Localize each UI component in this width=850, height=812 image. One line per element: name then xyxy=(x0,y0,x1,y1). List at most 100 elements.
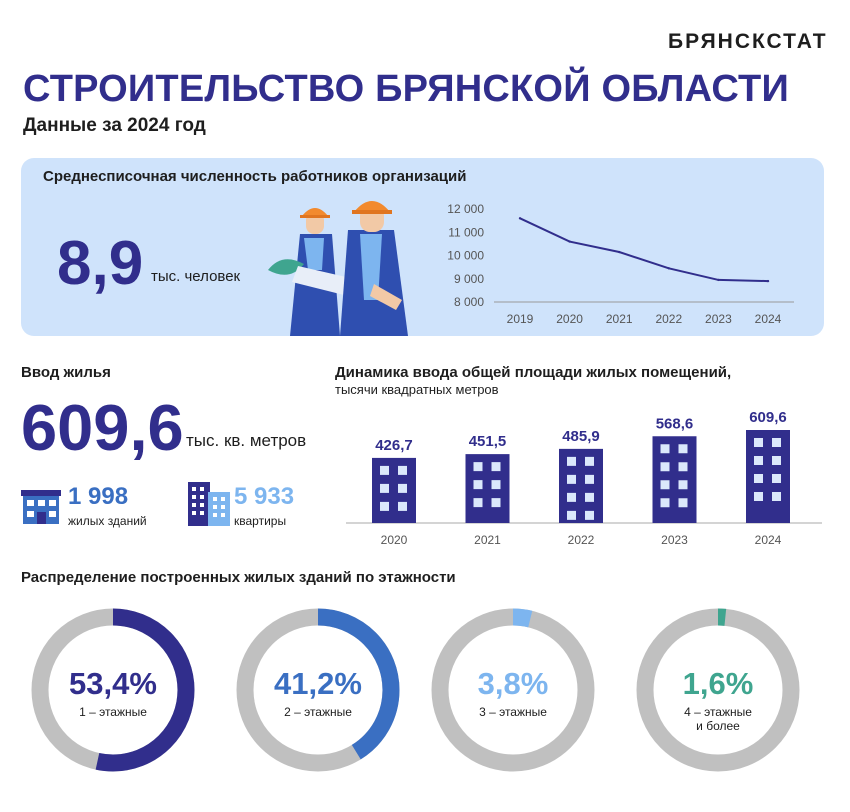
bar-window xyxy=(380,465,389,475)
bar-2024 xyxy=(746,430,790,523)
workers-data-point xyxy=(667,267,670,270)
bar-window xyxy=(491,498,501,508)
x-tick-label: 2021 xyxy=(606,312,633,326)
bar-window xyxy=(585,474,594,484)
bar-window xyxy=(567,456,576,466)
bar-window xyxy=(678,480,688,490)
donut-category-label: 1 – этажные xyxy=(79,705,147,719)
workers-data-point xyxy=(568,240,571,243)
apartments-label: квартиры xyxy=(234,514,287,528)
bar-window xyxy=(660,480,670,490)
bar-window xyxy=(473,480,483,490)
bar-value-label: 451,5 xyxy=(469,433,507,450)
workers-unit: тыс. человек xyxy=(151,268,241,285)
workers-value: 8,9 xyxy=(57,229,144,298)
bar-window xyxy=(772,438,781,447)
bar-2021 xyxy=(465,454,510,523)
donut-slice xyxy=(31,608,195,772)
workers-line-chart: 12 000 11 000 10 000 9 000 8 000 2019 2020 2021… xyxy=(447,202,794,326)
bar-window xyxy=(754,474,763,483)
bar-window xyxy=(678,462,688,472)
bar-window xyxy=(567,510,576,520)
bar-window xyxy=(678,444,688,454)
donut-percent-label: 3,8% xyxy=(478,666,549,701)
bar-window xyxy=(567,492,576,502)
bar-window xyxy=(754,438,763,447)
x-tick-label: 2024 xyxy=(755,312,782,326)
construction-workers-illustration xyxy=(268,201,408,336)
workers-data-point xyxy=(518,217,522,220)
bar-window xyxy=(660,462,670,472)
bar-category-label: 2022 xyxy=(568,533,595,547)
y-tick-label: 10 000 xyxy=(447,249,484,263)
apartment-tower-icon xyxy=(188,482,230,526)
x-tick-label: 2020 xyxy=(556,312,583,326)
donut-category-label: 4 – этажные xyxy=(684,705,752,719)
bar-window xyxy=(491,480,501,490)
bar-2023 xyxy=(652,436,697,523)
housing-heading: Ввод жилья xyxy=(21,364,111,381)
bar-window xyxy=(380,501,389,511)
x-tick-label: 2019 xyxy=(507,312,534,326)
donut-percent-label: 41,2% xyxy=(274,666,362,701)
y-tick-label: 12 000 xyxy=(447,202,484,216)
bar-window xyxy=(585,492,594,502)
workers-heading: Среднесписочная численность работников о… xyxy=(43,168,467,185)
donut-slice xyxy=(431,608,595,772)
bar-value-label: 426,7 xyxy=(375,437,413,454)
bar-window xyxy=(491,462,501,472)
y-tick-label: 8 000 xyxy=(454,295,484,309)
bar-window xyxy=(473,498,483,508)
distribution-title: Распределение построенных жилых зданий п… xyxy=(21,569,456,586)
bar-window xyxy=(754,492,763,501)
bar-value-label: 485,9 xyxy=(562,428,600,445)
bar-window xyxy=(772,474,781,483)
floors-donut-charts: 53,4% 1 – этажные 41,2% 2 – этажные 3,8% 3 – … xyxy=(31,608,800,772)
bar-value-label: 609,6 xyxy=(749,409,787,426)
bar-window xyxy=(398,501,407,511)
donut-percent-label: 53,4% xyxy=(69,666,157,701)
bar-category-label: 2023 xyxy=(661,533,688,547)
bar-window xyxy=(380,483,389,493)
donut-category-label: и более xyxy=(696,719,740,733)
bar-value-label: 568,6 xyxy=(656,415,694,432)
workers-data-point xyxy=(766,279,770,283)
bar-category-label: 2021 xyxy=(474,533,501,547)
bar-2022 xyxy=(559,448,603,523)
y-tick-label: 9 000 xyxy=(454,272,484,286)
bar-category-label: 2024 xyxy=(755,533,782,547)
bar-window xyxy=(660,498,670,508)
bar-chart-subtitle: тысячи квадратных метров xyxy=(335,382,499,397)
bar-chart-title: Динамика ввода общей площади жилых помещ… xyxy=(335,364,732,381)
bar-window xyxy=(585,456,594,466)
donut-category-label: 3 – этажные xyxy=(479,705,547,719)
apartments-count: 5 933 xyxy=(234,483,295,510)
page-subtitle: Данные за 2024 год xyxy=(23,115,206,136)
workers-data-point xyxy=(618,250,621,254)
bar-window xyxy=(772,492,781,501)
bar-window xyxy=(473,462,483,472)
bar-window xyxy=(660,444,670,454)
donut-category-label: 2 – этажные xyxy=(284,705,352,719)
x-tick-label: 2023 xyxy=(705,312,732,326)
housing-unit: тыс. кв. метров xyxy=(186,431,307,450)
y-tick-label: 11 000 xyxy=(448,225,484,239)
bar-window xyxy=(567,474,576,484)
page-title: СТРОИТЕЛЬСТВО БРЯНСКОЙ ОБЛАСТИ xyxy=(23,68,789,110)
workers-panel xyxy=(21,158,824,336)
bar-window xyxy=(678,498,688,508)
donut-slice xyxy=(236,608,400,772)
bar-window xyxy=(754,456,763,465)
bar-2020 xyxy=(372,457,416,523)
donut-percent-label: 1,6% xyxy=(683,666,754,701)
workers-series-line xyxy=(519,217,769,283)
donut-slice xyxy=(636,608,800,772)
buildings-count: 1 998 xyxy=(68,483,129,510)
bar-window xyxy=(398,465,407,475)
bar-window xyxy=(772,456,781,465)
housing-value: 609,6 xyxy=(21,391,184,464)
bar-window xyxy=(398,483,407,493)
buildings-label: жилых зданий xyxy=(68,514,147,528)
x-tick-label: 2022 xyxy=(655,312,682,326)
residential-building-icon xyxy=(21,490,61,524)
